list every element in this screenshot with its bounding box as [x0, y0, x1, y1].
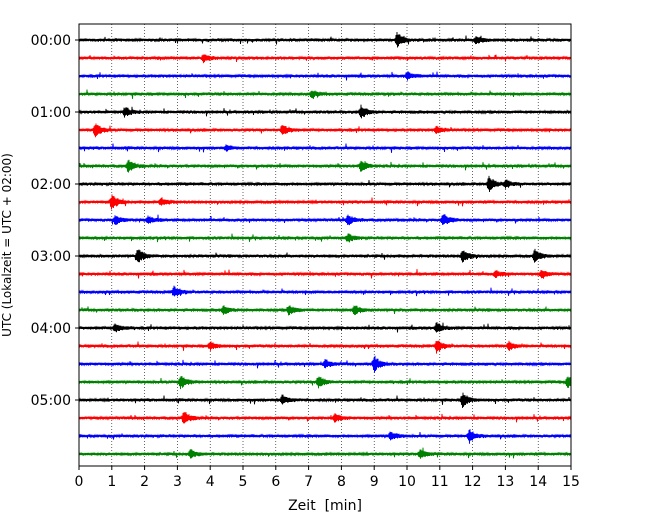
trace-rows — [78, 31, 572, 459]
trace-row — [78, 412, 572, 424]
trace-row — [78, 285, 572, 297]
x-tick-label: 8 — [337, 474, 346, 490]
x-tick-label: 2 — [140, 474, 149, 490]
trace-row — [78, 392, 572, 409]
x-tick-label: 15 — [562, 474, 580, 490]
trace-row — [78, 233, 572, 243]
trace-row — [78, 322, 572, 333]
x-tick-label: 14 — [529, 474, 547, 490]
trace-row — [78, 340, 572, 354]
x-tick-label: 11 — [431, 474, 449, 490]
y-axis-ticks: 00:00 01:00 02:00 03:00 04:00 05:00 — [31, 33, 79, 409]
trace-row — [78, 355, 572, 373]
trace-row — [78, 104, 572, 119]
y-tick-label: 03:00 — [31, 249, 71, 265]
x-axis-label: Zeit [min] — [288, 498, 362, 514]
y-tick-label: 04:00 — [31, 321, 71, 337]
x-tick-label: 9 — [370, 474, 379, 490]
trace-row — [78, 269, 572, 279]
x-tick-label: 5 — [239, 474, 248, 490]
trace-row — [78, 71, 572, 81]
y-tick-label: 00:00 — [31, 33, 71, 49]
x-tick-label: 4 — [206, 474, 215, 490]
trace-row — [78, 143, 572, 153]
y-tick-label: 01:00 — [31, 105, 71, 121]
trace-row — [78, 447, 572, 459]
x-tick-label: 12 — [464, 474, 482, 490]
trace-row — [78, 31, 572, 48]
trace-row — [78, 175, 572, 193]
trace-row — [78, 194, 572, 210]
x-tick-label: 13 — [496, 474, 514, 490]
trace-row — [78, 248, 572, 263]
y-tick-label: 05:00 — [31, 393, 71, 409]
trace-row — [78, 429, 572, 444]
y-axis-label: UTC (Lokalzeit = UTC + 02:00) — [0, 153, 14, 337]
trace-row — [78, 159, 572, 173]
trace-row — [78, 376, 572, 390]
plot-frame — [78, 23, 572, 467]
x-tick-label: 0 — [75, 474, 84, 490]
trace-row — [78, 54, 572, 64]
trace-row — [78, 89, 572, 99]
trace-row — [78, 305, 572, 316]
x-tick-label: 3 — [173, 474, 182, 490]
trace-row — [78, 123, 572, 138]
y-tick-label: 02:00 — [31, 177, 71, 193]
x-tick-label: 1 — [107, 474, 116, 490]
x-axis-ticks: 0 1 2 3 4 5 6 7 8 9 10 11 12 13 14 15 — [75, 466, 580, 490]
x-tick-label: 7 — [304, 474, 313, 490]
x-tick-label: 10 — [398, 474, 416, 490]
trace-row — [78, 214, 572, 226]
x-tick-label: 6 — [271, 474, 280, 490]
